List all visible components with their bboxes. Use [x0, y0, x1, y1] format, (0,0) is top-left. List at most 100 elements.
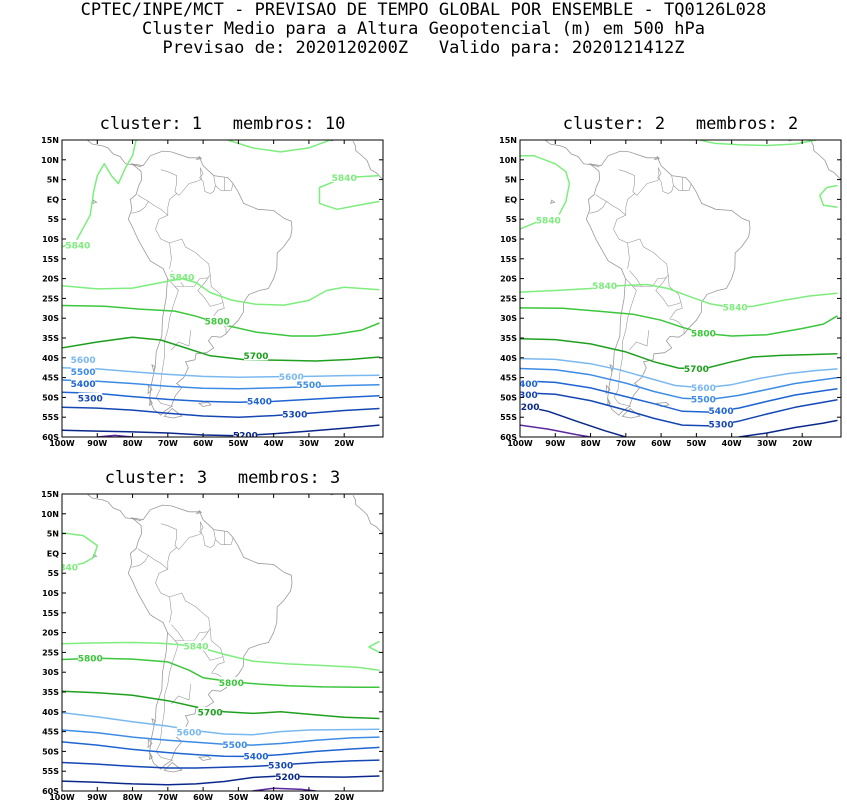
contour-label-5400: 5400	[513, 380, 538, 390]
lat-label: 35S	[42, 688, 59, 697]
country-border	[199, 167, 216, 194]
country-border	[215, 177, 225, 192]
lat-label: 60S	[42, 433, 59, 442]
contour-5200	[738, 419, 838, 437]
contour-label-bg	[592, 280, 617, 291]
country-border	[160, 523, 177, 548]
lon-label: 60W	[193, 793, 213, 802]
island-coastline	[197, 756, 212, 761]
lat-label: 35S	[42, 334, 59, 343]
lat-label: 5N	[47, 176, 59, 185]
contour-label-5400: 5400	[71, 380, 96, 390]
contour-label-5200: 5200	[515, 403, 540, 413]
contour-label-5840: 5840	[65, 242, 90, 252]
lat-label: 20S	[42, 275, 59, 284]
coastline	[86, 494, 142, 522]
coastline	[86, 140, 142, 168]
lat-label: 15S	[42, 609, 59, 618]
contour-label-5840: 5840	[592, 282, 617, 292]
contour-label-bg	[536, 214, 561, 225]
country-border	[613, 167, 660, 269]
lat-label: 15S	[42, 255, 59, 264]
contour-5300	[520, 391, 838, 427]
island-coastline	[148, 398, 153, 407]
lat-label: 60S	[42, 787, 59, 796]
country-border	[215, 531, 225, 546]
lon-label: 40W	[264, 439, 284, 448]
lat-label: 10N	[41, 156, 59, 165]
contour-5840	[819, 184, 838, 209]
contour-label-bg	[279, 371, 304, 382]
lon-label: 80W	[581, 439, 601, 448]
lat-label: 30S	[42, 668, 59, 677]
contour-label-5700: 5700	[684, 365, 709, 375]
island-coastline	[148, 752, 153, 761]
contour-label-5800: 5800	[205, 318, 230, 328]
contour-label-5400: 5400	[243, 752, 268, 762]
country-border	[655, 274, 682, 307]
coastline	[103, 480, 121, 493]
contour-5800	[62, 304, 380, 337]
island-coastline	[147, 384, 153, 395]
lat-label: 15N	[41, 490, 59, 499]
island-coastline	[178, 127, 183, 129]
contour-label-5500: 5500	[71, 368, 96, 378]
contour-label-bg	[71, 354, 96, 365]
lat-label: 30S	[42, 314, 59, 323]
lat-label: 10S	[500, 235, 517, 244]
lat-label: 10S	[42, 589, 59, 598]
contour-label-bg	[244, 750, 269, 761]
contour-label-5300: 5300	[78, 394, 103, 404]
contour-label-bg	[247, 395, 272, 406]
island-coastline	[151, 718, 157, 727]
country-border	[197, 274, 224, 307]
country-border	[155, 278, 179, 407]
country-border	[618, 169, 635, 194]
country-border	[174, 277, 209, 287]
lat-label: 5S	[48, 215, 60, 224]
lon-label: 80W	[123, 439, 143, 448]
island-coastline	[550, 199, 556, 205]
contour-label-bg	[520, 401, 540, 412]
lat-label: 15N	[499, 136, 517, 145]
contour-label-bg	[65, 239, 90, 250]
lat-label: 10N	[41, 510, 59, 519]
coastline	[103, 126, 121, 139]
contour-label-bg	[184, 640, 209, 651]
island-coastline	[153, 121, 173, 128]
coastline	[810, 141, 841, 181]
country-border	[673, 177, 683, 192]
country-border	[160, 169, 177, 194]
contour-label-bg	[691, 382, 716, 393]
lon-label: 70W	[158, 793, 178, 802]
contour-label-bg	[71, 366, 96, 377]
island-coastline	[197, 402, 212, 407]
coastline	[127, 150, 293, 416]
lat-label: 55S	[42, 767, 59, 776]
contour-label-5200: 5200	[233, 431, 258, 441]
contour-5500	[62, 729, 380, 746]
contour-label-5840: 5840	[332, 174, 357, 184]
contour-label-bg	[520, 389, 538, 400]
contour-label-bg	[520, 378, 538, 389]
lat-label: 20S	[42, 629, 59, 638]
lon-label: 100W	[507, 439, 533, 448]
contour-label-5840: 5840	[723, 303, 748, 313]
country-border	[629, 270, 642, 287]
contour-label-5700: 5700	[243, 352, 268, 362]
contour-label-5800: 5800	[219, 679, 244, 689]
contour-5700	[62, 336, 380, 362]
lat-label: 15S	[500, 255, 517, 264]
contour-5840	[520, 283, 838, 309]
island-coastline	[151, 364, 157, 373]
lat-label: 60S	[500, 433, 517, 442]
lon-label: 50W	[686, 439, 706, 448]
island-coastline	[147, 738, 153, 749]
contour-label-5600: 5600	[691, 384, 716, 394]
island-coastline	[92, 199, 98, 205]
lat-label: 5S	[48, 569, 60, 578]
contour-label-bg	[691, 393, 716, 404]
contour-label-bg	[198, 706, 223, 717]
lon-label: 20W	[334, 793, 354, 802]
